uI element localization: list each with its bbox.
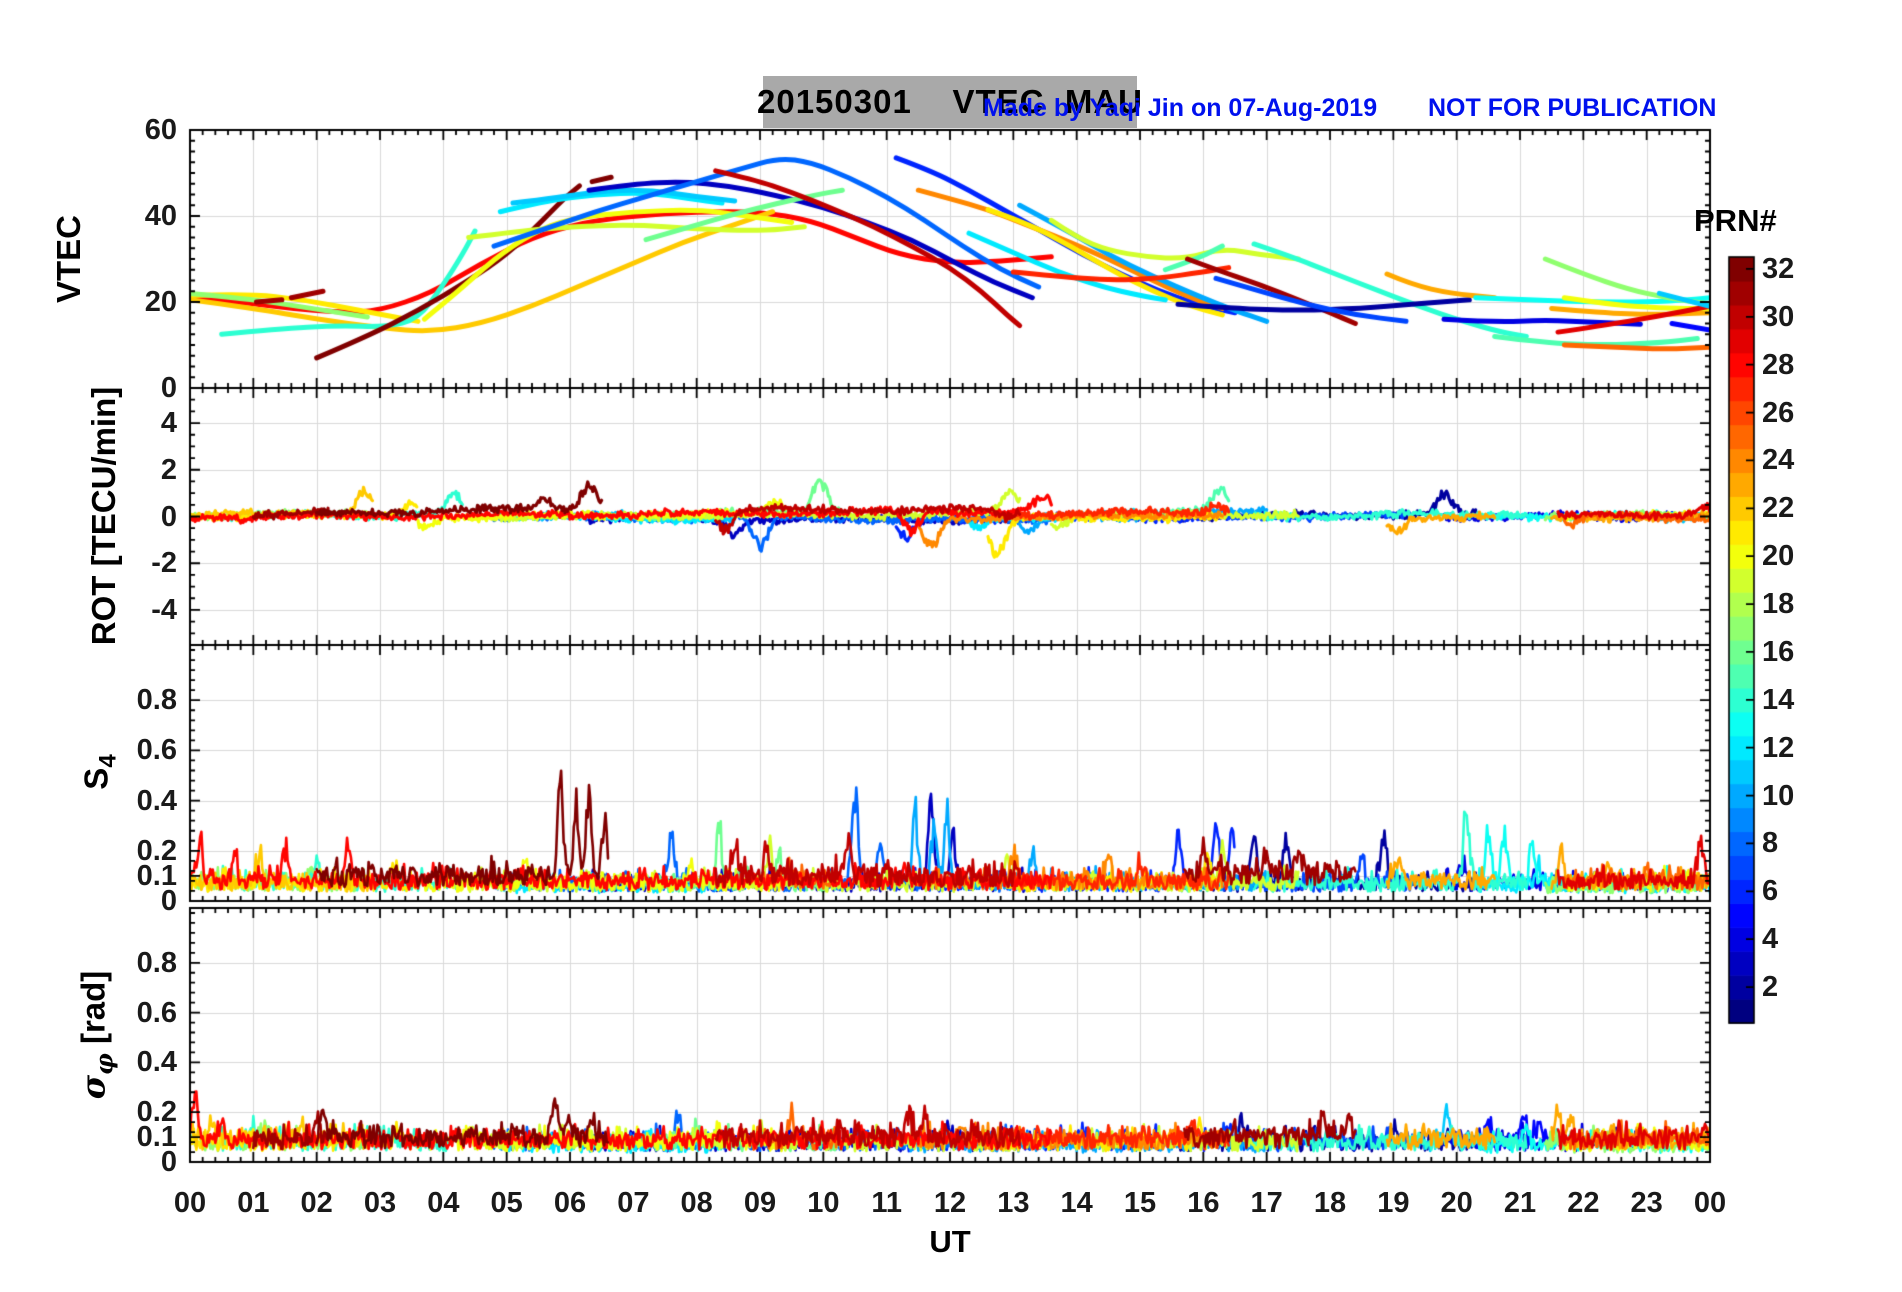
x-tick-label: 05 [490, 1187, 523, 1219]
x-tick-label: 02 [300, 1187, 333, 1219]
y-tick-label: 0 [160, 885, 177, 917]
colorbar-tick-label: 20 [1762, 540, 1795, 573]
colorbar-tick-label: 32 [1762, 252, 1795, 285]
x-axis-label: UT [929, 1224, 971, 1259]
y-tick-label: 0 [160, 500, 177, 533]
y-tick-label: 0.8 [136, 684, 177, 717]
x-tick-label: 11 [871, 1187, 902, 1219]
colorbar-tick-label: 18 [1762, 588, 1795, 621]
y-tick-label: 0 [160, 372, 177, 404]
x-tick-label: 13 [997, 1187, 1030, 1219]
colorbar-tick-label: 14 [1762, 683, 1795, 716]
y-tick-label: 2 [160, 453, 177, 486]
colorbar-tick-label: 2 [1762, 971, 1779, 1004]
x-tick-label: 21 [1503, 1187, 1537, 1219]
colorbar-tick-label: 30 [1762, 300, 1795, 333]
y-tick-label: 0.1 [136, 859, 177, 892]
y-tick-label: 0.1 [136, 1121, 177, 1154]
x-tick-label: 12 [933, 1187, 967, 1219]
x-tick-label: 01 [237, 1187, 270, 1219]
credit-note: Made by Yaqi Jin on 07-Aug-2019 [983, 94, 1378, 122]
colorbar-tick-label: 6 [1762, 875, 1779, 908]
y-tick-label: 0.8 [136, 946, 177, 979]
page-title: 20150301 VTEC MAU [757, 83, 1143, 120]
y-tick-label: 4 [160, 407, 177, 440]
x-tick-label: 14 [1060, 1187, 1093, 1219]
colorbar-tick-label: 26 [1762, 396, 1795, 429]
colorbar-tick-label: 8 [1762, 827, 1779, 860]
y-tick-label: 0.2 [136, 834, 177, 867]
y-tick-label: -4 [151, 593, 177, 626]
colorbar-tick-label: 28 [1762, 348, 1795, 381]
x-tick-label: 06 [553, 1187, 587, 1219]
x-tick-label: 09 [743, 1187, 777, 1219]
y-axis-label-sigma-phi: σφ [rad] [73, 970, 119, 1100]
colorbar-tick-label: 16 [1762, 635, 1795, 668]
x-tick-label: 08 [680, 1187, 713, 1219]
colorbar-tick-label: 22 [1762, 492, 1795, 525]
colorbar-tick-label: 24 [1762, 444, 1795, 477]
x-tick-label: 00 [1693, 1187, 1727, 1219]
y-tick-label: 0.6 [136, 996, 177, 1029]
x-tick-label: 04 [427, 1187, 460, 1219]
x-tick-label: 15 [1123, 1187, 1157, 1219]
y-tick-label: 0 [160, 1146, 177, 1178]
y-tick-label: 20 [144, 286, 177, 318]
x-tick-label: 07 [617, 1187, 650, 1219]
publication-warning: NOT FOR PUBLICATION [1428, 94, 1717, 122]
x-tick-label: 22 [1567, 1187, 1600, 1219]
y-tick-label: 60 [144, 114, 177, 146]
x-tick-label: 10 [807, 1187, 840, 1219]
colorbar-tick-label: 4 [1762, 923, 1779, 956]
x-tick-label: 20 [1440, 1187, 1473, 1219]
y-tick-label: 0.2 [136, 1096, 177, 1129]
colorbar-tick-label: 10 [1762, 779, 1795, 812]
colorbar-tick-label: 12 [1762, 731, 1795, 764]
title-badge: 20150301 VTEC MAU [757, 76, 1142, 128]
y-tick-label: 0.4 [136, 784, 177, 817]
x-tick-label: 03 [363, 1187, 397, 1219]
y-tick-label: 0.6 [136, 734, 177, 767]
x-tick-label: 23 [1630, 1187, 1663, 1219]
y-tick-label: 0.4 [136, 1046, 177, 1079]
y-tick-label: 40 [144, 200, 177, 232]
y-tick-label: -2 [151, 547, 177, 580]
colorbar-title: PRN# [1694, 203, 1777, 238]
x-tick-label: 17 [1250, 1187, 1283, 1219]
x-tick-label: 16 [1187, 1187, 1220, 1219]
x-tick-label: 00 [173, 1187, 207, 1219]
x-tick-label: 18 [1313, 1187, 1347, 1219]
x-tick-label: 19 [1377, 1187, 1410, 1219]
